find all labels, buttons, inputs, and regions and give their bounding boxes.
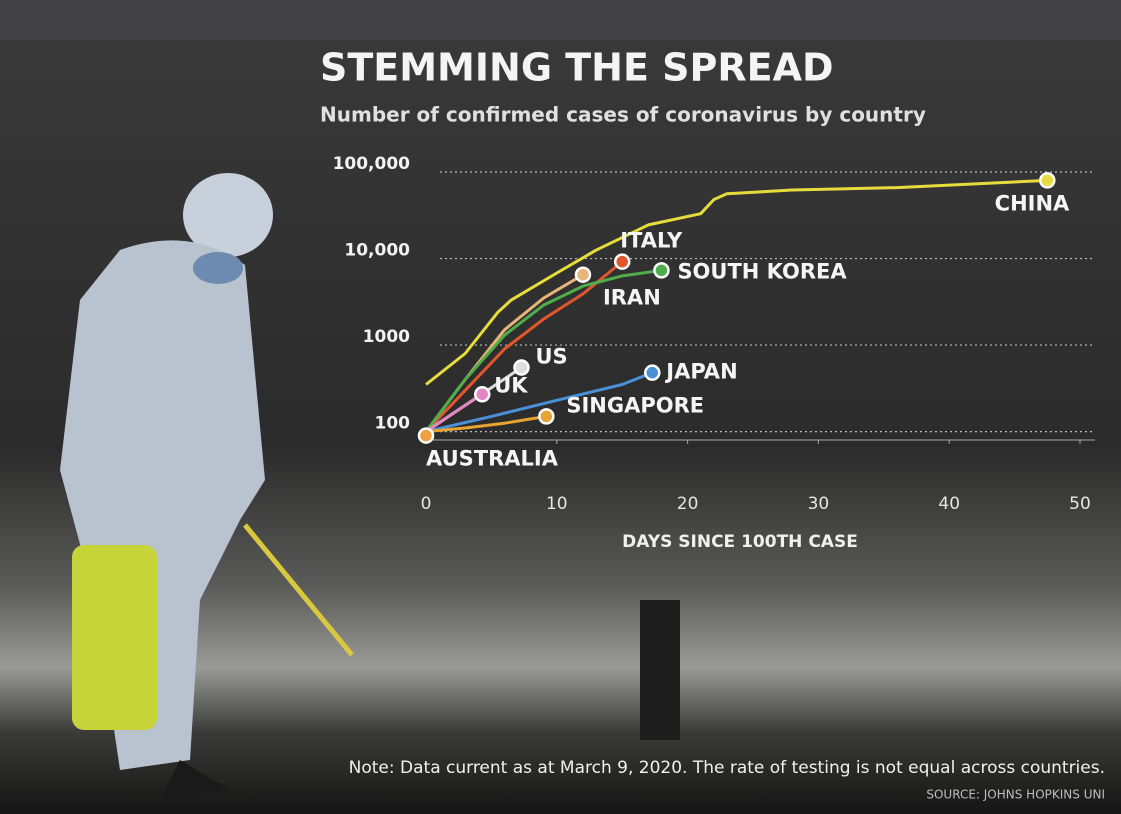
x-tick-label: 0 [421,494,432,514]
series-line [425,414,547,434]
series-line [425,371,653,434]
series-label: SOUTH KOREA [677,259,847,283]
end-point [473,386,491,403]
y-tick-label: 100,000 [333,154,411,174]
y-tick-label: 100 [375,414,411,434]
series-label: SINGAPORE [566,393,704,417]
series-label: IRAN [603,286,661,310]
chart-subtitle: Number of confirmed cases of coronavirus… [320,103,926,127]
note: Note: Data current as at March 9, 2020. … [349,758,1105,778]
sprayer-tank [72,545,157,730]
series-label: US [535,345,567,369]
background-post [640,600,680,740]
y-tick-label: 1000 [363,327,410,347]
end-point [644,364,661,381]
end-point [574,266,592,283]
end-point [1039,172,1056,189]
series-line [424,268,662,433]
end-point [613,253,631,270]
x-axis-label: DAYS SINCE 100TH CASE [622,532,858,552]
x-tick-label: 10 [546,494,568,514]
end-point [513,359,530,376]
end-point [538,408,555,425]
chart-title: STEMMING THE SPREAD [320,46,834,90]
end-point [417,427,435,444]
series-label: UK [494,373,528,397]
series-line [425,393,484,433]
background-band [0,0,1121,40]
x-tick-label: 30 [808,494,830,514]
photo-figure [60,173,354,800]
x-tick-label: 50 [1069,494,1091,514]
end-point [653,262,670,279]
series-label: ITALY [620,229,683,253]
series-label: CHINA [995,191,1070,215]
series-line [424,260,624,433]
spray-wand [243,523,354,657]
source: SOURCE: JOHNS HOPKINS UNI [926,788,1105,802]
series-label: AUSTRALIA [426,447,559,471]
x-tick-label: 40 [938,494,960,514]
series-label: JAPAN [664,360,737,384]
series-line [425,178,1048,386]
x-tick-label: 20 [677,494,699,514]
y-tick-label: 10,000 [344,241,410,261]
